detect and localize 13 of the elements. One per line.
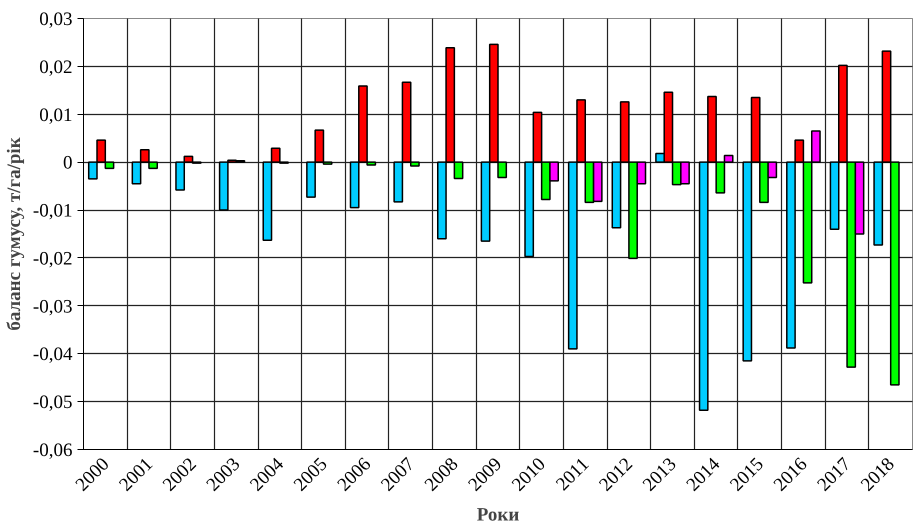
y-tick-label: 0 (63, 152, 72, 174)
y-tick-label: -0,02 (32, 248, 72, 270)
y-tick-label: -0,01 (32, 200, 72, 222)
y-tick-label: -0,05 (32, 392, 72, 414)
x-tick-label: 2011 (552, 454, 594, 496)
y-tick-label: 0,01 (39, 104, 72, 126)
y-tick-label: -0,03 (32, 296, 72, 318)
x-axis-title: Роки (476, 504, 520, 526)
y-tick-label: 0,02 (39, 56, 72, 78)
y-tick-label: -0,04 (32, 344, 73, 366)
y-tick-label: 0,03 (39, 9, 72, 30)
y-tick-label: -0,06 (32, 440, 72, 461)
y-axis-title: баланс гумусу, т/га/рік (4, 137, 25, 331)
